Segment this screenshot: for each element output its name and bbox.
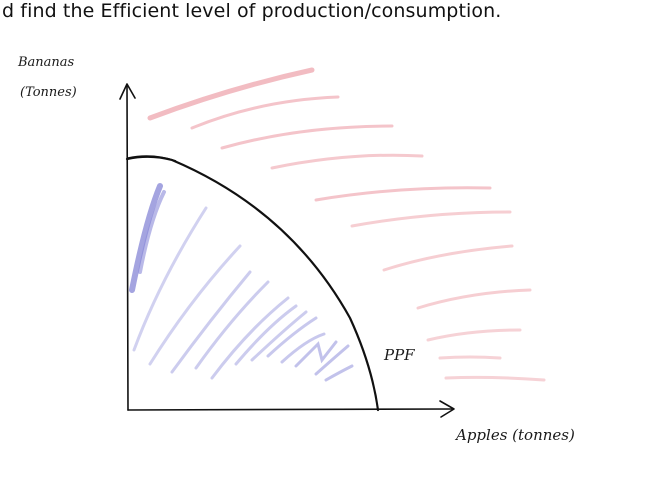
ppf-label: PPF (383, 346, 415, 364)
inside-stroke (314, 344, 350, 376)
y-axis-label-line2: (Tonnes) (20, 85, 77, 100)
inside-stroke (234, 304, 298, 366)
outside-stroke (147, 67, 315, 121)
outside-stroke (220, 124, 394, 150)
outside-stroke (314, 186, 492, 202)
inside-stroke (132, 206, 208, 352)
inside-stroke (138, 190, 166, 274)
outside-stroke (444, 375, 546, 382)
inside-stroke (210, 296, 290, 380)
outside-stroke (350, 210, 512, 228)
y-axis-line (126, 85, 129, 411)
inside-stroke (294, 340, 338, 368)
inside-stroke (280, 332, 326, 364)
inside-stroke (129, 183, 163, 293)
outside-stroke (438, 355, 502, 360)
inside-shading (129, 183, 354, 382)
inside-stroke (148, 244, 242, 366)
inside-stroke (324, 364, 354, 382)
inside-stroke (266, 316, 318, 358)
outside-stroke (270, 153, 424, 170)
outside-stroke (416, 288, 532, 310)
y-axis-arrowhead (119, 83, 136, 100)
outside-stroke (190, 95, 340, 130)
x-axis-line (127, 408, 453, 411)
inside-stroke (170, 270, 252, 374)
x-axis-arrowhead (439, 400, 455, 418)
inside-stroke (250, 310, 308, 362)
axes (119, 83, 455, 418)
slide-text-line: d find the Efficient level of production… (2, 0, 502, 22)
ppf-curve-start-mark (127, 155, 177, 162)
inside-stroke (194, 280, 270, 370)
y-axis-label-line1: Bananas (17, 55, 75, 70)
outside-stroke (426, 328, 522, 342)
outside-shading (147, 67, 546, 382)
x-axis-label: Apples (tonnes) (454, 426, 575, 444)
outside-stroke (382, 244, 514, 272)
